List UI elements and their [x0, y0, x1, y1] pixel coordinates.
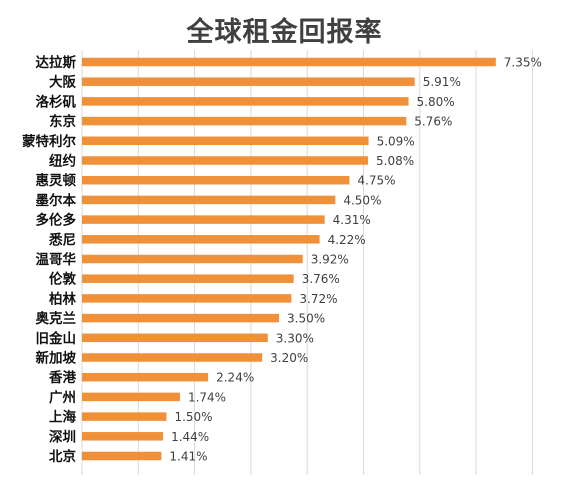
category-label: 上海: [49, 409, 76, 426]
bars: [82, 57, 496, 461]
bar: [82, 274, 294, 283]
category-label: 大阪: [49, 74, 76, 91]
value-label: 3.72%: [299, 292, 337, 306]
bar: [82, 353, 263, 362]
labels: 达拉斯 7.35% 大阪 5.91% 洛杉矶 5.80% 东京 5.76% 蒙特利尔 5.09% 纽…: [22, 54, 542, 465]
value-label: 5.08%: [376, 154, 414, 168]
bar: [82, 235, 320, 244]
value-label: 4.22%: [328, 233, 366, 247]
category-label: 多伦多: [36, 212, 77, 229]
value-label: 3.76%: [302, 272, 340, 286]
bar: [82, 432, 164, 441]
value-label: 4.75%: [357, 174, 395, 188]
value-label: 5.80%: [417, 95, 455, 109]
bar: [82, 392, 180, 402]
bar: [82, 57, 496, 67]
value-label: 5.91%: [423, 75, 461, 89]
bar: [82, 294, 292, 303]
value-label: 5.76%: [414, 115, 452, 129]
bar: [82, 156, 369, 165]
bar: [82, 412, 167, 421]
value-label: 3.30%: [276, 331, 314, 345]
bar: [82, 372, 209, 382]
value-label: 3.20%: [270, 351, 308, 365]
category-label: 深圳: [49, 428, 76, 445]
bar: [82, 313, 280, 323]
bar: [82, 136, 369, 146]
category-label: 纽约: [49, 153, 76, 170]
category-label: 旧金山: [36, 330, 77, 347]
bar: [82, 333, 268, 343]
category-label: 伦敦: [49, 271, 76, 288]
category-label: 东京: [49, 113, 76, 130]
category-label: 新加坡: [36, 350, 77, 367]
bar: [82, 451, 162, 461]
category-label: 洛杉矶: [36, 93, 77, 110]
chart-title: 全球租金回报率: [186, 17, 383, 48]
category-label: 蒙特利尔: [22, 133, 76, 150]
value-label: 7.35%: [504, 56, 542, 70]
value-label: 1.41%: [169, 450, 207, 464]
value-label: 3.92%: [311, 253, 349, 267]
category-label: 惠灵顿: [36, 172, 77, 189]
category-label: 广州: [49, 389, 76, 406]
value-label: 2.24%: [216, 371, 254, 385]
bar: [82, 195, 336, 205]
bar: [82, 175, 350, 185]
value-label: 1.74%: [188, 390, 226, 404]
bar: [82, 77, 415, 86]
category-label: 墨尔本: [36, 192, 77, 209]
category-label: 香港: [48, 369, 76, 386]
bar: [82, 254, 303, 264]
category-label: 北京: [49, 448, 76, 465]
bar: [82, 215, 325, 224]
bar: [82, 97, 409, 106]
category-label: 达拉斯: [36, 54, 77, 71]
bar: [82, 116, 407, 126]
value-label: 3.50%: [287, 312, 325, 326]
category-label: 温哥华: [36, 251, 77, 268]
value-label: 4.50%: [343, 193, 381, 207]
value-label: 1.50%: [174, 410, 212, 424]
value-label: 1.44%: [171, 430, 209, 444]
category-label: 悉尼: [48, 231, 76, 248]
category-label: 柏林: [49, 290, 76, 307]
category-label: 奥克兰: [36, 310, 77, 327]
value-label: 4.31%: [333, 213, 371, 227]
value-label: 5.09%: [377, 134, 415, 148]
